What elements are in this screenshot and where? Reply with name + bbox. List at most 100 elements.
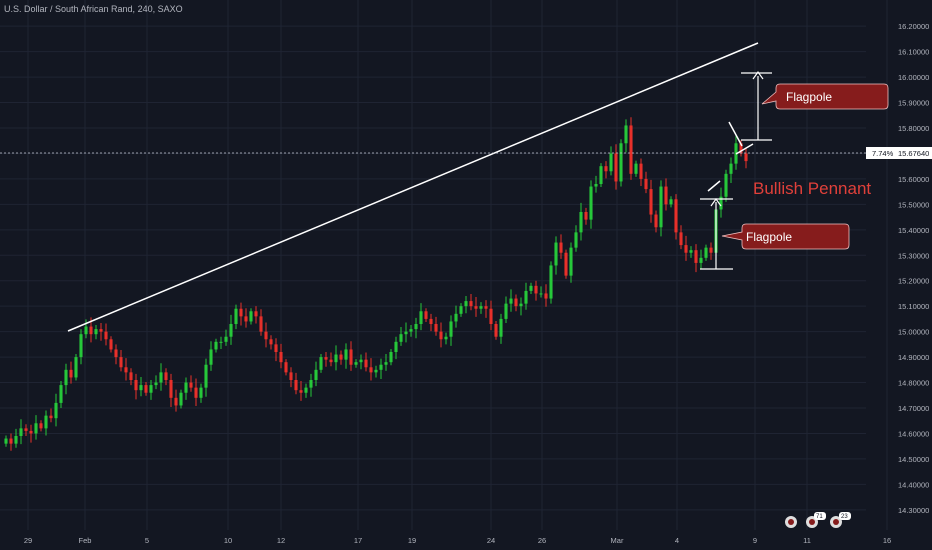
pennant-lower-line[interactable]	[707, 180, 721, 192]
candle-body	[239, 308, 243, 317]
candle-body	[654, 214, 658, 228]
candle-body	[244, 316, 248, 322]
candle-body	[434, 324, 438, 332]
candle-body	[634, 163, 638, 174]
pennant-upper-line[interactable]	[728, 121, 743, 147]
candle-body	[264, 331, 268, 340]
candle-body	[394, 341, 398, 352]
x-tick-label: 19	[408, 536, 416, 545]
candle-body	[99, 329, 103, 332]
candle-body	[564, 252, 568, 276]
candle-body	[544, 293, 548, 299]
resistance-trendline[interactable]	[67, 42, 759, 332]
candle-body	[154, 382, 158, 386]
candle-body	[524, 290, 528, 304]
candle-body	[324, 357, 328, 360]
y-tick-label: 15.30000	[898, 251, 929, 260]
x-tick-label: 17	[354, 536, 362, 545]
x-tick-label: 11	[803, 536, 811, 545]
candle-body	[374, 369, 378, 373]
candle-body	[639, 163, 643, 179]
y-tick-label: 14.80000	[898, 379, 929, 388]
x-tick-label: 9	[753, 536, 757, 545]
candle-body	[684, 245, 688, 253]
candle-body	[129, 372, 133, 380]
flagpole-lower-callout-label: Flagpole	[746, 230, 792, 244]
candle-body	[299, 390, 303, 393]
candle-body	[79, 334, 83, 358]
candle-body	[94, 329, 98, 335]
x-tick-label: 4	[675, 536, 679, 545]
candle-body	[274, 344, 278, 352]
candle-body	[329, 359, 333, 363]
candle-body	[174, 397, 178, 406]
candle-body	[674, 199, 678, 233]
x-tick-label: 24	[487, 536, 495, 545]
y-tick-label: 15.60000	[898, 175, 929, 184]
candle-body	[464, 301, 468, 307]
candle-body	[204, 364, 208, 388]
candle-body	[539, 293, 543, 295]
candle-body	[344, 349, 348, 360]
candle-body	[594, 184, 598, 187]
candle-body	[724, 173, 728, 197]
candle-body	[559, 242, 563, 253]
candle-body	[219, 341, 223, 343]
candle-body	[744, 153, 748, 162]
candle-body	[424, 311, 428, 319]
candle-body	[349, 349, 353, 365]
candle-body	[399, 334, 403, 342]
candle-body	[179, 392, 183, 406]
flagpole-lower-callout[interactable]	[721, 223, 850, 250]
candle-body	[84, 326, 88, 335]
candle-body	[339, 354, 343, 360]
y-tick-label: 16.00000	[898, 73, 929, 82]
y-tick-label: 14.70000	[898, 404, 929, 413]
y-tick-label: 15.50000	[898, 200, 929, 209]
candle-body	[229, 324, 233, 337]
candle-body	[604, 166, 608, 172]
pennant-upper-end-line[interactable]	[735, 143, 754, 155]
candle-body	[519, 303, 523, 307]
y-tick-label: 16.20000	[898, 22, 929, 31]
candle-body	[289, 372, 293, 380]
flagpole-upper-callout[interactable]	[761, 83, 889, 110]
candle-body	[214, 341, 218, 350]
candle-body	[534, 285, 538, 294]
event-badge-dot-icon	[788, 519, 794, 525]
candle-body	[404, 331, 408, 335]
candle-body	[444, 336, 448, 340]
candle-body	[159, 372, 163, 383]
candle-body	[164, 372, 168, 380]
candle-body	[9, 438, 13, 444]
y-tick-label: 15.80000	[898, 124, 929, 133]
current-price-change: 7.74%	[872, 149, 894, 158]
candle-body	[589, 186, 593, 220]
candle-body	[494, 324, 498, 337]
candle-body	[479, 306, 483, 309]
candle-body	[699, 257, 703, 263]
candle-body	[439, 331, 443, 340]
candle-body	[29, 430, 33, 434]
y-tick-label: 16.10000	[898, 48, 929, 57]
candle-body	[234, 308, 238, 324]
chart-grid	[0, 0, 888, 530]
candle-body	[49, 415, 53, 419]
candle-body	[489, 308, 493, 324]
candle-body	[704, 247, 708, 258]
candle-body	[514, 298, 518, 307]
candle-body	[659, 186, 663, 228]
x-axis: 29 Feb 5 10 12 17 19 24 26 Mar 4 9 11 16	[24, 536, 891, 545]
candle-body	[189, 382, 193, 388]
current-price-value: 15.67640	[898, 149, 929, 158]
candle-body	[124, 367, 128, 373]
flagpole-lower-arrowhead	[710, 197, 722, 207]
candle-body	[354, 362, 358, 365]
candle-body	[334, 354, 338, 363]
candle-body	[109, 339, 113, 350]
x-tick-label: 12	[277, 536, 285, 545]
candle-body	[549, 265, 553, 299]
candle-body	[619, 143, 623, 182]
candle-body	[609, 153, 613, 172]
